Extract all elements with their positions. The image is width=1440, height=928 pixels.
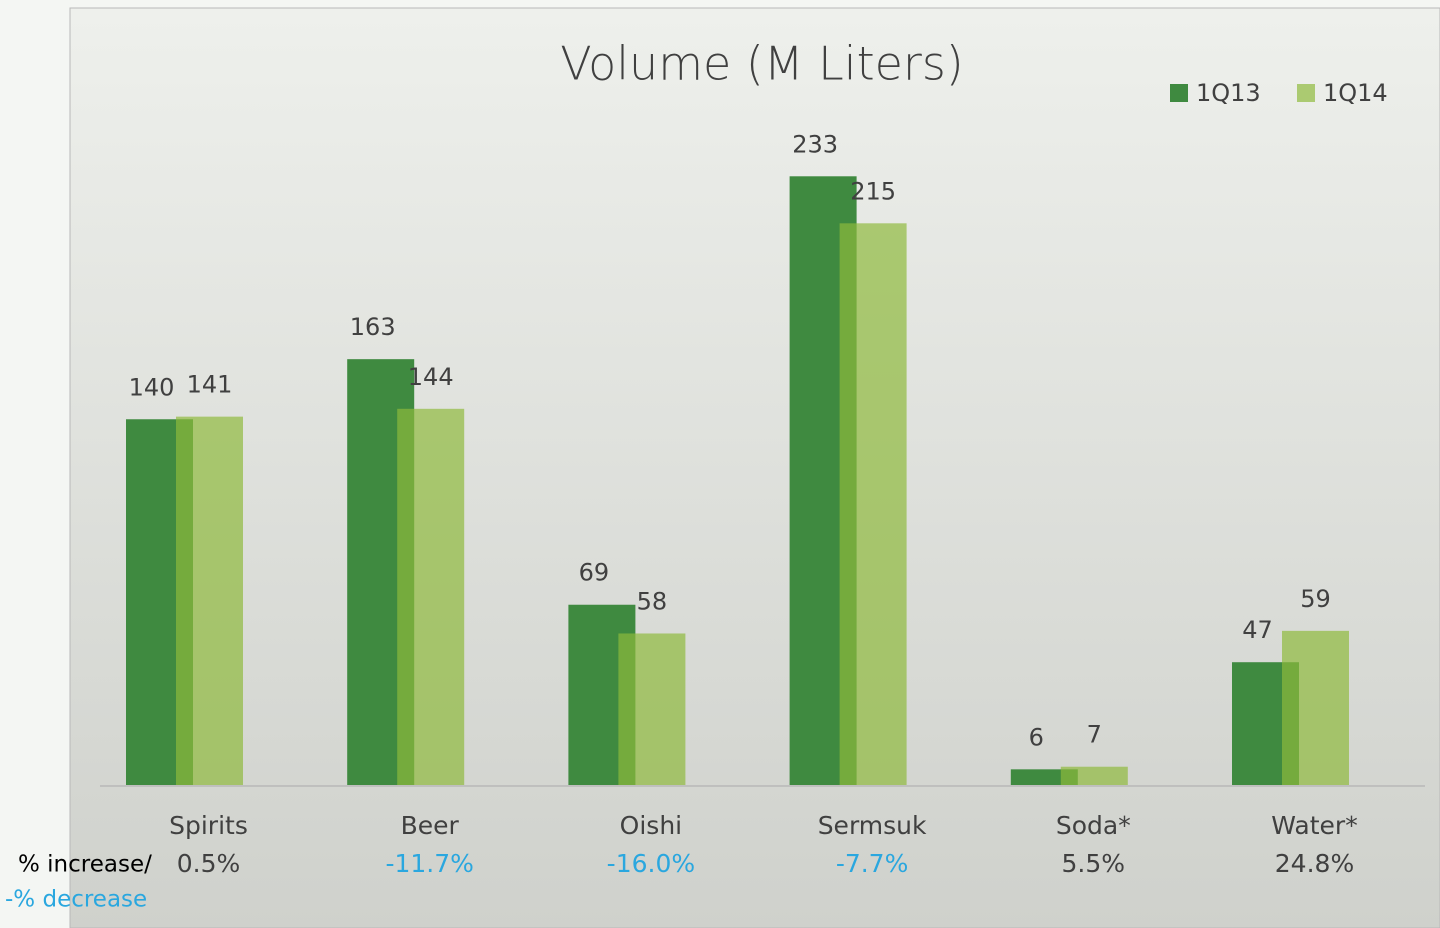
chart-title: Volume (M Liters) [560,37,964,91]
data-label: 69 [579,559,610,587]
data-label: 215 [850,177,896,205]
data-label: 140 [129,373,175,401]
data-label: 141 [187,371,233,399]
x-tick-label: Sermsuk [818,811,927,840]
change-label: -16.0% [607,849,695,878]
bar [618,633,686,785]
data-label: 6 [1029,723,1044,751]
data-label: 59 [1300,585,1331,613]
data-label: 233 [792,130,838,158]
data-label: 7 [1087,721,1102,749]
legend-swatch [1170,84,1188,102]
x-tick-label: Water* [1271,811,1357,840]
data-label: 163 [350,313,396,341]
bar [1060,766,1128,785]
legend-label: 1Q14 [1323,79,1388,107]
legend-swatch [1297,84,1315,102]
x-tick-label: Spirits [169,811,248,840]
bar [176,416,243,785]
x-tick-label: Beer [401,811,460,840]
bar [397,408,465,785]
chart-panel [69,7,1440,928]
legend-label: 1Q13 [1196,79,1261,107]
change-label: 5.5% [1062,849,1126,878]
bar [839,223,907,785]
x-tick-label: Oishi [620,811,682,840]
data-label: 144 [408,363,454,391]
change-caption: % increase/ [18,852,152,878]
bar [1282,630,1349,785]
change-label: 24.8% [1275,849,1354,878]
data-label: 47 [1242,616,1273,644]
data-label: 58 [637,587,668,615]
x-tick-label: Soda* [1056,811,1131,840]
change-caption: -% decrease [5,887,147,913]
change-label: -11.7% [385,849,473,878]
change-label: -7.7% [836,849,909,878]
change-label: 0.5% [177,849,241,878]
